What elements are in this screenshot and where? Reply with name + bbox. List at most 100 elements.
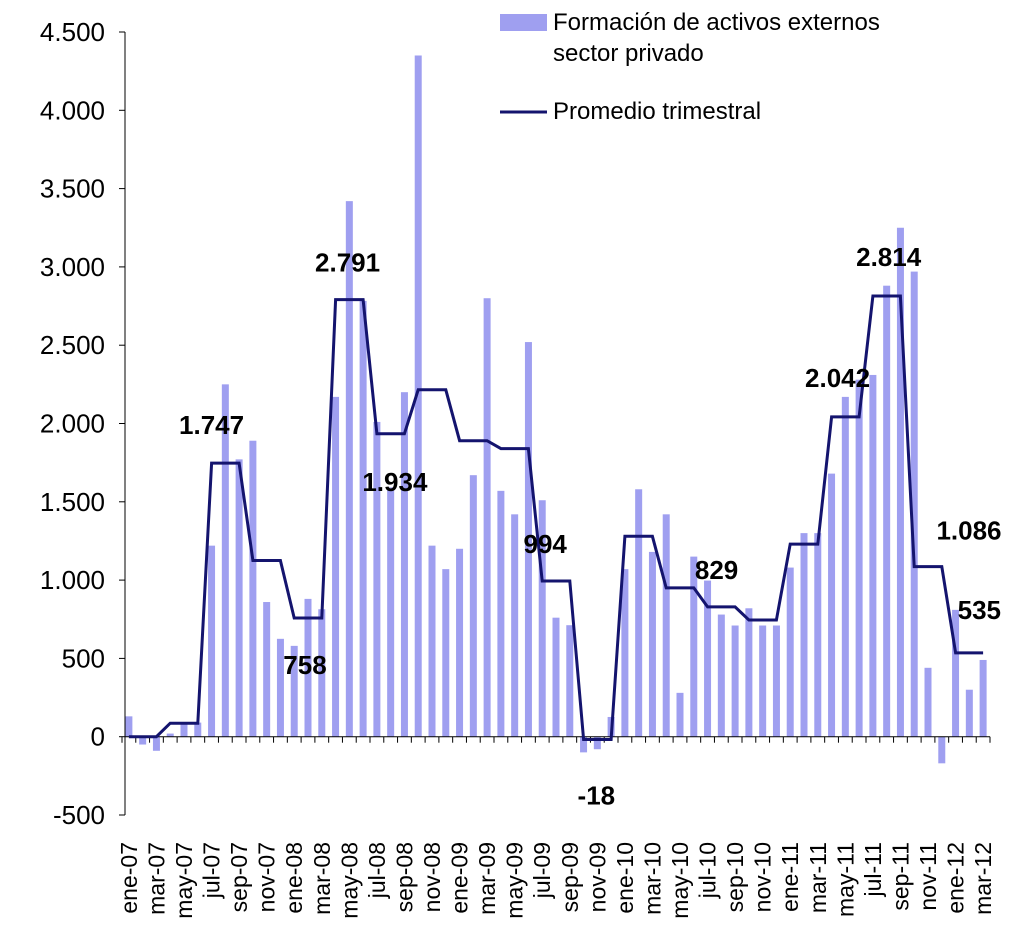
data-label: 2.042 bbox=[805, 363, 870, 393]
y-tick-label: 1.500 bbox=[40, 487, 105, 517]
x-tick-label: mar-12 bbox=[970, 842, 996, 915]
bar bbox=[869, 374, 877, 737]
y-tick-label: 500 bbox=[62, 643, 105, 673]
y-tick-label: 2.000 bbox=[40, 409, 105, 439]
bar bbox=[152, 736, 160, 751]
x-tick-label: jul-10 bbox=[695, 842, 721, 899]
bar bbox=[593, 736, 601, 750]
bar bbox=[318, 609, 326, 737]
data-label: 2.791 bbox=[315, 248, 380, 278]
x-tick-label: sep-09 bbox=[557, 842, 583, 912]
x-tick-label: nov-10 bbox=[750, 842, 776, 912]
bar bbox=[456, 548, 464, 737]
y-tick-label: 1.000 bbox=[40, 565, 105, 595]
bar bbox=[924, 667, 932, 737]
x-tick-label: mar-11 bbox=[805, 842, 831, 913]
bar bbox=[483, 298, 491, 737]
legend-label: Promedio trimestral bbox=[553, 98, 762, 125]
bar bbox=[139, 736, 147, 745]
bar bbox=[524, 342, 532, 737]
x-tick-label: ene-11 bbox=[777, 842, 803, 912]
bar bbox=[166, 733, 174, 737]
x-tick-label: sep-07 bbox=[226, 842, 252, 912]
bar bbox=[359, 300, 367, 737]
data-label: 1.747 bbox=[179, 410, 244, 440]
data-label: 535 bbox=[958, 595, 1001, 625]
bar bbox=[263, 602, 271, 737]
y-tick-label: 4.500 bbox=[40, 17, 105, 47]
bar bbox=[731, 625, 739, 737]
bar bbox=[814, 533, 822, 737]
bar bbox=[745, 608, 753, 737]
bar bbox=[552, 617, 560, 737]
x-tick-label: ene-08 bbox=[281, 842, 307, 914]
bar bbox=[414, 55, 422, 737]
bar bbox=[304, 598, 312, 737]
x-tick-label: may-10 bbox=[667, 842, 693, 919]
x-tick-label: mar-08 bbox=[309, 842, 335, 915]
bar bbox=[373, 421, 381, 737]
bar bbox=[965, 689, 973, 737]
bar bbox=[648, 551, 656, 737]
bar bbox=[704, 580, 712, 737]
bar bbox=[345, 201, 353, 737]
bar bbox=[469, 475, 477, 737]
bar bbox=[428, 545, 436, 737]
x-tick-label: ene-07 bbox=[116, 842, 142, 914]
legend-label: Formación de activos externos sector pri… bbox=[553, 9, 880, 67]
bar bbox=[759, 625, 767, 737]
bar bbox=[442, 569, 450, 737]
bar bbox=[800, 533, 808, 737]
y-tick-label: 3.500 bbox=[40, 174, 105, 204]
bar bbox=[841, 396, 849, 737]
bar bbox=[676, 692, 684, 737]
x-tick-label: nov-11 bbox=[915, 842, 941, 911]
x-tick-label: sep-08 bbox=[391, 842, 417, 912]
bar bbox=[538, 500, 546, 737]
y-tick-label: -500 bbox=[53, 800, 105, 830]
x-tick-label: nov-07 bbox=[254, 842, 280, 912]
x-tick-label: nov-09 bbox=[584, 842, 610, 912]
x-tick-label: mar-09 bbox=[474, 842, 500, 915]
bar bbox=[952, 609, 960, 737]
data-label: 829 bbox=[695, 555, 738, 585]
x-tick-label: mar-07 bbox=[143, 842, 169, 915]
line bbox=[128, 294, 984, 741]
bar bbox=[621, 569, 629, 737]
bar bbox=[180, 724, 188, 737]
bar bbox=[580, 736, 588, 753]
x-tick-label: may-07 bbox=[171, 842, 197, 919]
bar bbox=[208, 545, 216, 737]
bar bbox=[772, 625, 780, 737]
y-tick-label: 2.500 bbox=[40, 330, 105, 360]
bar bbox=[855, 379, 863, 737]
legend-swatch bbox=[500, 14, 547, 31]
x-tick-label: mar-10 bbox=[639, 842, 665, 915]
x-tick-label: may-09 bbox=[502, 842, 528, 919]
data-label: 758 bbox=[283, 650, 326, 680]
data-label: 1.934 bbox=[362, 467, 428, 497]
data-label: 1.086 bbox=[936, 516, 1001, 546]
bar bbox=[290, 645, 298, 737]
bar bbox=[387, 487, 395, 737]
bar bbox=[635, 489, 643, 737]
bar bbox=[910, 271, 918, 737]
y-tick-label: 3.000 bbox=[40, 252, 105, 282]
x-tick-label: jul-09 bbox=[529, 842, 555, 899]
data-label: 994 bbox=[524, 529, 568, 559]
data-label: 2.814 bbox=[856, 242, 922, 272]
bar bbox=[400, 392, 408, 737]
bar bbox=[662, 514, 670, 737]
x-tick-label: jul-07 bbox=[199, 842, 225, 899]
x-tick-label: jul-11 bbox=[860, 842, 886, 898]
bar bbox=[497, 490, 505, 737]
bar bbox=[786, 567, 794, 737]
data-label: -18 bbox=[578, 781, 616, 811]
bar bbox=[235, 459, 243, 737]
bar bbox=[938, 736, 946, 764]
bar bbox=[125, 716, 133, 737]
bar bbox=[883, 285, 891, 737]
x-tick-label: may-11 bbox=[832, 842, 858, 917]
